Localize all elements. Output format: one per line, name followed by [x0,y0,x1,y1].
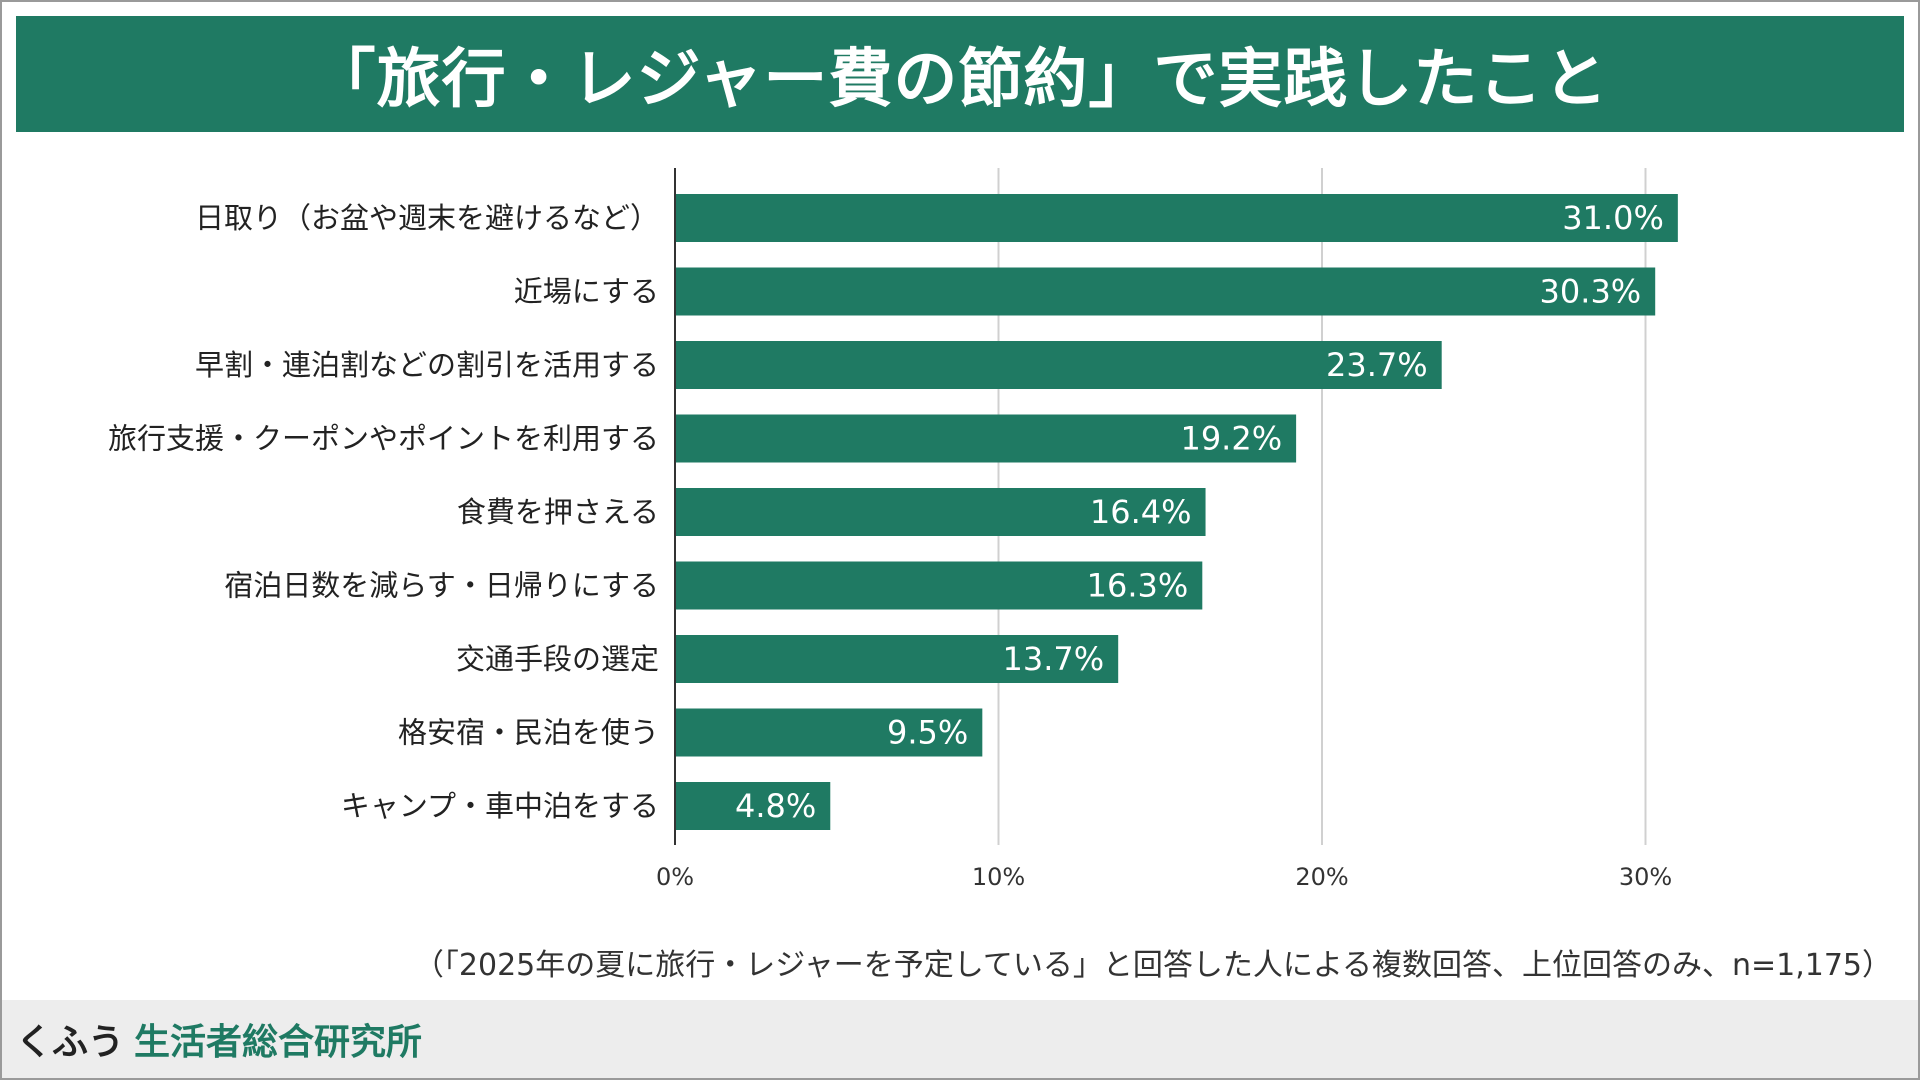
bar-value-label: 13.7% [1003,640,1105,678]
bar-value-label: 31.0% [1562,199,1664,237]
chart-note: （「2025年の夏に旅行・レジャーを予定している」と回答した人による複数回答、上… [413,948,1892,983]
bar [675,341,1442,389]
category-label: 早割・連泊割などの割引を活用する [195,348,659,382]
bar-value-label: 30.3% [1540,273,1642,311]
x-tick-label: 10% [972,863,1025,891]
bar-value-label: 16.3% [1087,567,1189,605]
title-bar: 「旅行・レジャー費の節約」で実践したこと [16,16,1904,132]
bar [675,488,1206,536]
category-label: 宿泊日数を減らす・日帰りにする [224,569,659,603]
category-label: キャンプ・車中泊をする [341,789,659,823]
footer-sub: 生活者総合研究所 [134,1022,423,1063]
bar-value-label: 16.4% [1090,493,1192,531]
footer: くふう 生活者総合研究所 [2,1000,1918,1078]
bar-value-label: 4.8% [735,787,816,825]
bar [675,708,983,757]
footer-brand: くふう [16,1022,125,1063]
category-label: 交通手段の選定 [456,642,659,676]
category-label: 近場にする [514,275,659,309]
category-label: 日取り（お盆や週末を避けるなど） [195,201,659,235]
category-label: 旅行支援・クーポンやポイントを利用する [108,422,659,456]
bar [675,194,1678,242]
bar-chart: 0% 10% 20% 30% 31.0% 日取り（お盆や週末を避けるなど） 30.3% 近場に… [108,168,1678,891]
bar [675,561,1203,610]
bar-value-label: 9.5% [887,714,968,752]
x-tick-label: 20% [1295,863,1348,891]
x-tick-label: 0% [656,863,694,891]
bar-value-label: 19.2% [1180,420,1282,458]
bar-value-label: 23.7% [1326,346,1428,384]
chart-title: 「旅行・レジャー費の節約」で実践したこと [311,43,1609,117]
bar [675,782,831,830]
bar [675,635,1119,683]
bar [675,267,1656,316]
x-tick-label: 30% [1619,863,1672,891]
category-label: 格安宿・民泊を使う [398,716,659,750]
bar [675,414,1297,463]
category-label: 食費を押さえる [457,495,659,529]
